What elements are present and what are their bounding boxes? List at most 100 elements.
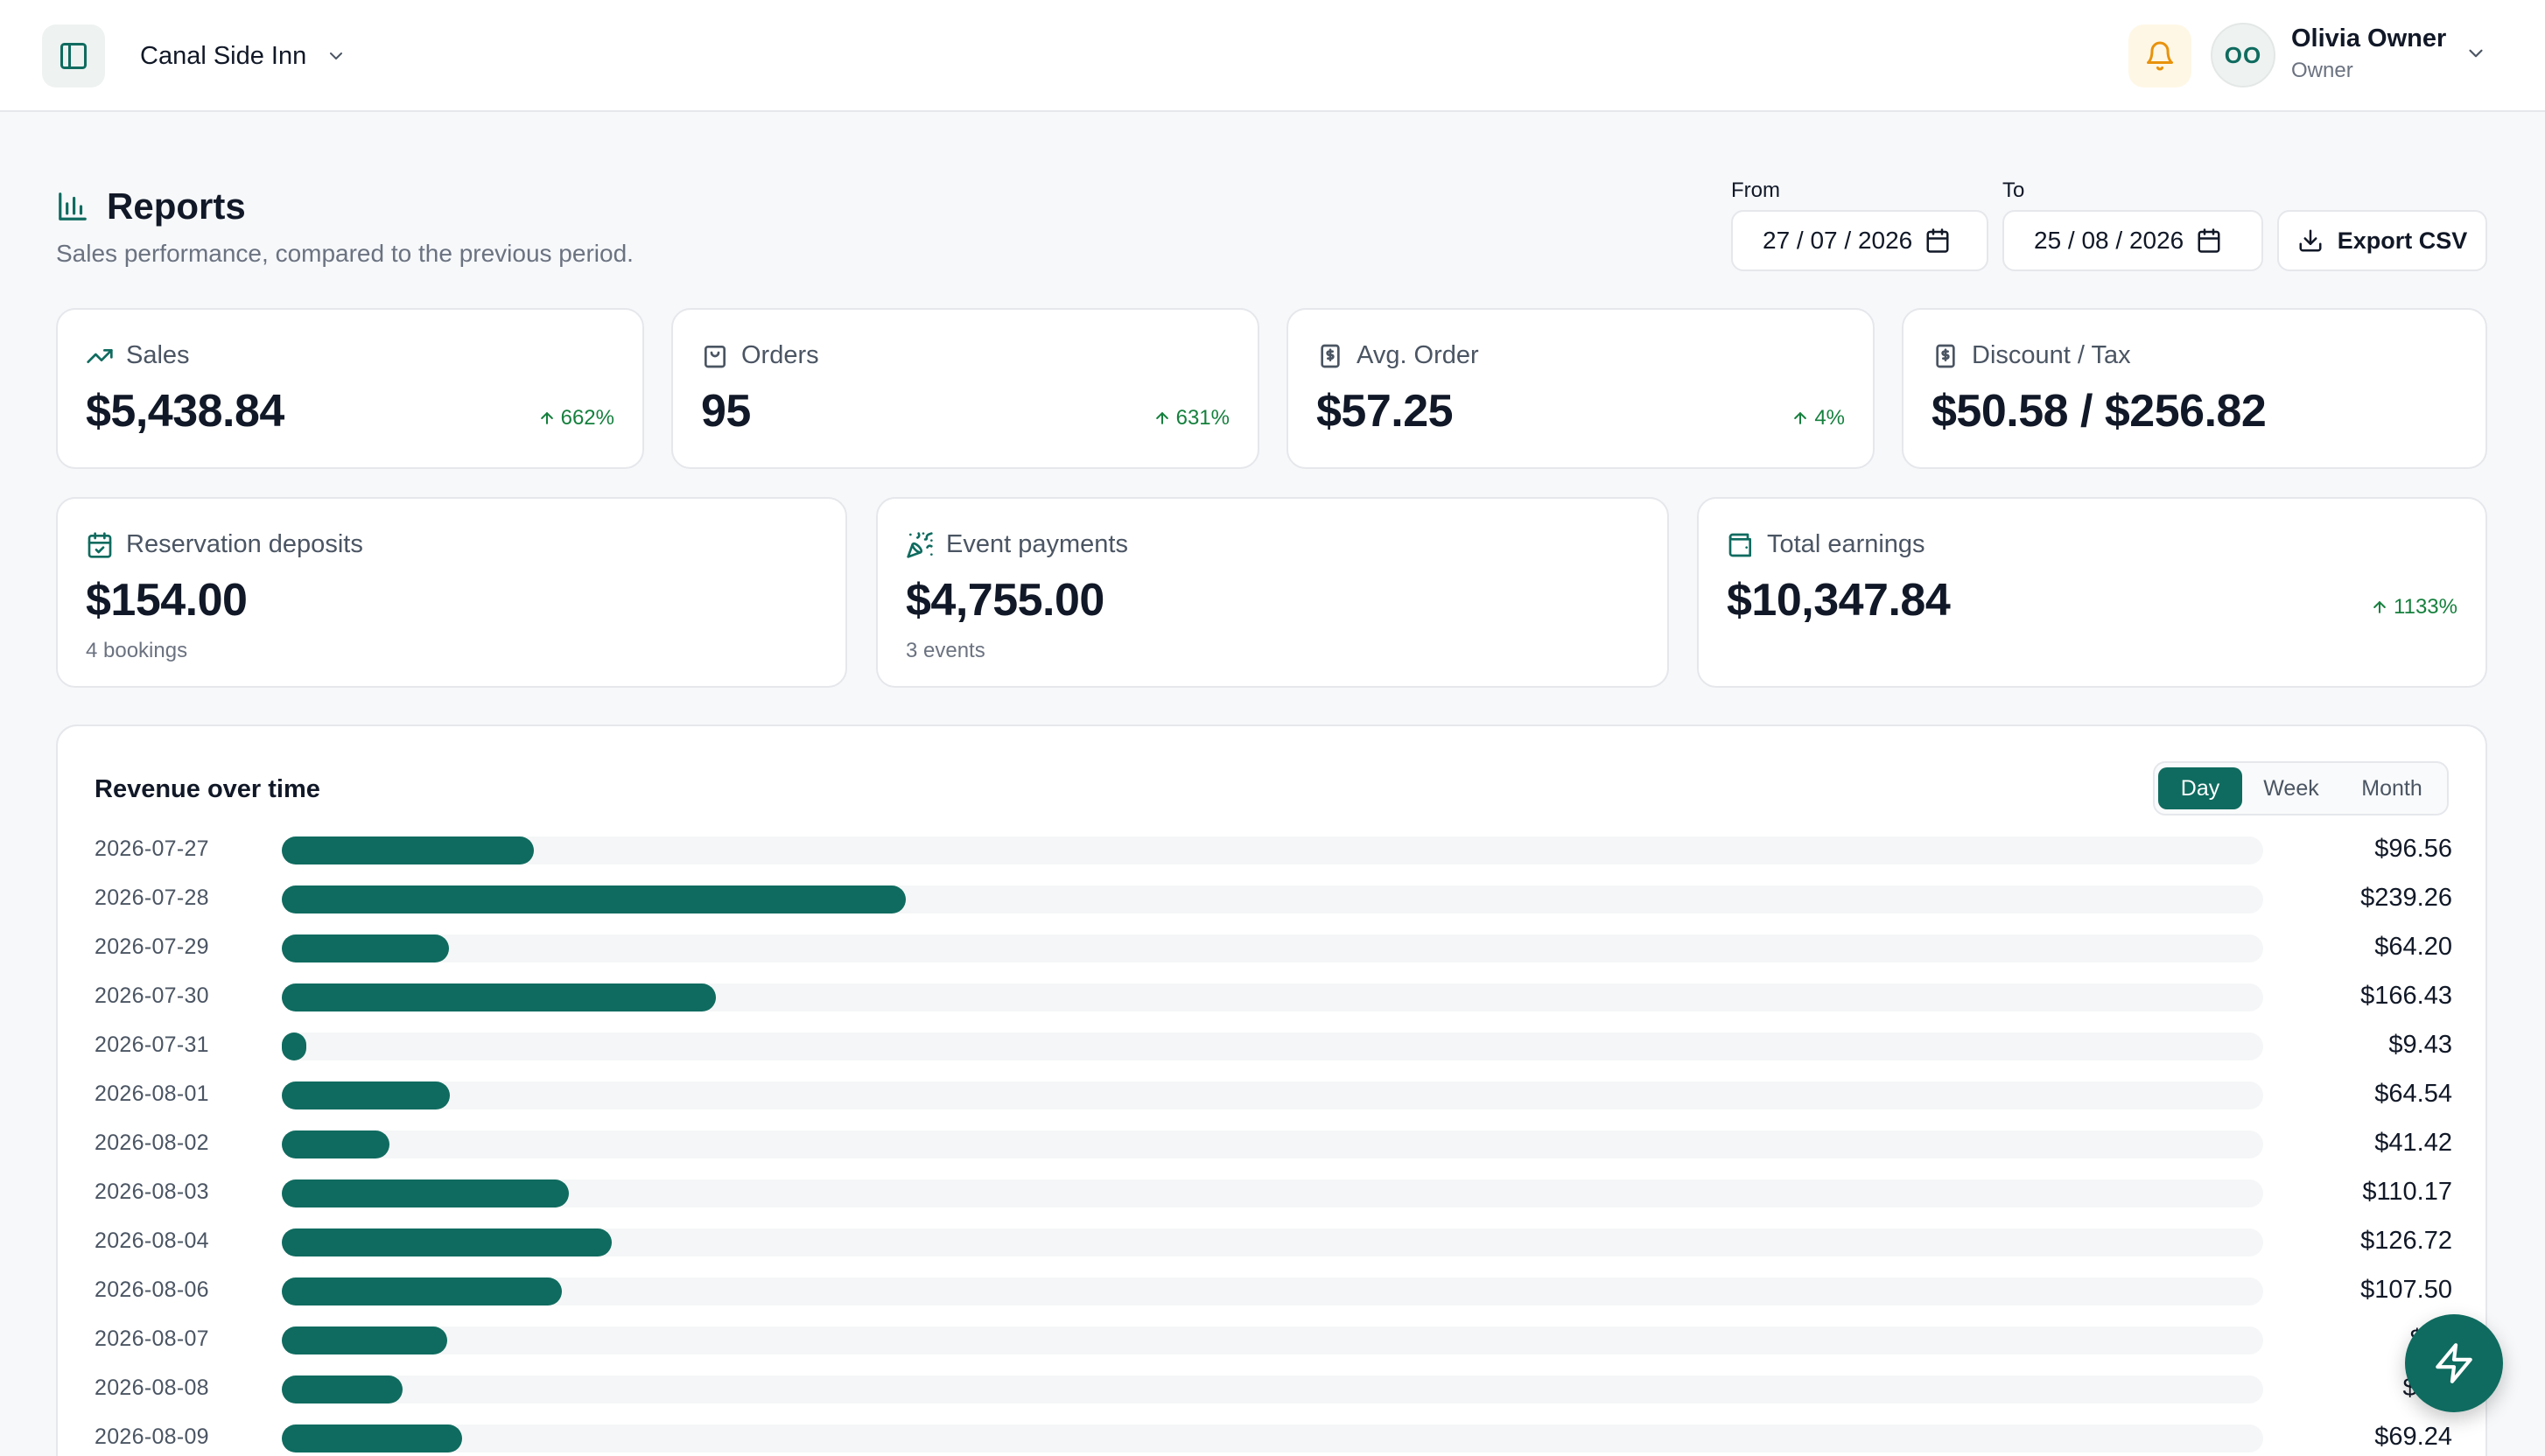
revenue-row-amount: $107.50 bbox=[2360, 1276, 2452, 1304]
revenue-row: 2026-08-02 $41.42 bbox=[95, 1125, 2452, 1160]
revenue-row-amount: $166.43 bbox=[2360, 982, 2452, 1010]
revenue-bar-track bbox=[282, 934, 2263, 962]
export-csv-label: Export CSV bbox=[2337, 227, 2468, 254]
receipt-icon bbox=[1936, 344, 1955, 368]
stat-label-row: Total earnings bbox=[1727, 530, 1925, 559]
stat-value: $4,755.00 bbox=[906, 575, 1104, 626]
quick-action-button[interactable] bbox=[2405, 1314, 2503, 1412]
revenue-row-amount: $9.43 bbox=[2388, 1031, 2452, 1059]
stat-delta: 662% bbox=[538, 406, 614, 430]
stat-label-row: Sales bbox=[86, 341, 190, 370]
revenue-row-amount: $110.17 bbox=[2362, 1178, 2452, 1206]
bell-icon bbox=[2147, 41, 2173, 71]
revenue-bar-track bbox=[282, 1376, 2263, 1404]
revenue-bar bbox=[282, 1424, 463, 1452]
revenue-bar bbox=[282, 1130, 390, 1158]
venue-name: Canal Side Inn bbox=[140, 41, 307, 70]
arrow-up-icon bbox=[1155, 412, 1168, 424]
stat-delta-value: 662% bbox=[560, 406, 614, 430]
tab-day[interactable]: Day bbox=[2158, 767, 2242, 809]
revenue-row: 2026-08-01 $64.54 bbox=[95, 1076, 2452, 1111]
stat-delta-value: 1133% bbox=[2394, 595, 2457, 619]
stat-subtext: 4 bookings bbox=[86, 639, 188, 662]
stat-label-row: Discount / Tax bbox=[1932, 341, 2131, 370]
to-date-value: 25 / 08 / 2026 bbox=[2034, 227, 2184, 254]
stat-delta-value: 631% bbox=[1175, 406, 1230, 430]
stat-label-row: Reservation deposits bbox=[86, 530, 363, 559]
stat-value: $5,438.84 bbox=[86, 386, 284, 437]
to-date-input[interactable]: 25 / 08 / 2026 bbox=[2002, 210, 2263, 271]
stat-card-orders: Orders 95 631% bbox=[671, 308, 1259, 469]
chevron-down-icon[interactable] bbox=[2464, 42, 2487, 65]
revenue-row-amount: $96.56 bbox=[2374, 835, 2452, 863]
export-csv-button[interactable]: Export CSV bbox=[2277, 210, 2487, 271]
stat-value: $154.00 bbox=[86, 575, 248, 626]
revenue-title: Revenue over time bbox=[95, 775, 320, 803]
revenue-bar bbox=[282, 836, 534, 864]
wallet-icon bbox=[1728, 533, 1751, 556]
stat-label-row: Event payments bbox=[906, 530, 1128, 559]
revenue-row-date: 2026-07-29 bbox=[95, 934, 209, 959]
venue-selector[interactable]: Canal Side Inn bbox=[140, 33, 347, 79]
user-menu[interactable]: Olivia Owner Owner bbox=[2291, 24, 2446, 83]
revenue-row-date: 2026-08-06 bbox=[95, 1278, 209, 1302]
revenue-row-date: 2026-07-30 bbox=[95, 984, 209, 1008]
page-title-text: Reports bbox=[107, 186, 246, 227]
sidebar-panel-icon bbox=[60, 43, 87, 69]
revenue-bar-track bbox=[282, 1424, 2263, 1452]
tab-month[interactable]: Month bbox=[2361, 775, 2422, 801]
revenue-bar bbox=[282, 934, 450, 962]
period-toggle: Day Week Month bbox=[2153, 761, 2449, 816]
revenue-bar bbox=[282, 1228, 613, 1256]
revenue-bar bbox=[282, 984, 716, 1012]
revenue-row: 2026-07-30 $166.43 bbox=[95, 978, 2452, 1013]
revenue-row-amount: $69.24 bbox=[2374, 1423, 2452, 1451]
stat-label: Discount / Tax bbox=[1972, 341, 2131, 369]
bar-chart-icon bbox=[59, 192, 87, 220]
revenue-row-amount: $64.54 bbox=[2374, 1080, 2452, 1108]
to-label: To bbox=[2002, 178, 2025, 202]
revenue-bar-track bbox=[282, 1082, 2263, 1110]
stat-card-total-earnings: Total earnings $10,347.84 1133% bbox=[1697, 497, 2487, 688]
stat-label: Orders bbox=[741, 341, 819, 369]
stat-card-sales: Sales $5,438.84 662% bbox=[56, 308, 644, 469]
lightning-icon bbox=[2436, 1343, 2472, 1383]
revenue-bar-track bbox=[282, 886, 2263, 914]
revenue-row: 2026-08-09 $69.24 bbox=[95, 1419, 2452, 1454]
user-name: Olivia Owner bbox=[2291, 24, 2447, 52]
revenue-row-date: 2026-08-02 bbox=[95, 1130, 209, 1155]
from-label: From bbox=[1731, 178, 1780, 202]
revenue-row: 2026-08-06 $107.50 bbox=[95, 1272, 2452, 1307]
revenue-row: 2026-07-29 $64.20 bbox=[95, 929, 2452, 964]
notifications-button[interactable] bbox=[2128, 24, 2191, 88]
page-subtitle: Sales performance, compared to the previ… bbox=[56, 240, 634, 267]
stat-subtext: 3 events bbox=[906, 639, 985, 662]
revenue-row-amount: $239.26 bbox=[2360, 884, 2452, 912]
stat-delta-value: 4% bbox=[1814, 406, 1845, 430]
revenue-row: 2026-07-27 $96.56 bbox=[95, 831, 2452, 866]
stat-card-avg-order: Avg. Order $57.25 4% bbox=[1287, 308, 1875, 469]
revenue-row-date: 2026-07-27 bbox=[95, 836, 209, 861]
stat-label: Event payments bbox=[946, 530, 1128, 558]
arrow-up-icon bbox=[540, 412, 553, 424]
from-date-input[interactable]: 27 / 07 / 2026 bbox=[1731, 210, 1988, 271]
revenue-bar bbox=[282, 1376, 403, 1404]
revenue-bar-track bbox=[282, 1180, 2263, 1208]
revenue-panel: Revenue over time Day Week Month 2026-07… bbox=[56, 724, 2487, 1456]
revenue-bar bbox=[282, 1082, 451, 1110]
stat-delta: 631% bbox=[1153, 406, 1230, 430]
sidebar-toggle-button[interactable] bbox=[42, 24, 105, 88]
avatar[interactable]: OO bbox=[2211, 23, 2275, 88]
tab-week[interactable]: Week bbox=[2263, 775, 2319, 801]
trending-up-icon bbox=[87, 348, 113, 363]
stat-value: 95 bbox=[701, 386, 751, 437]
calendar-icon[interactable] bbox=[2196, 228, 2222, 254]
stat-label-row: Orders bbox=[701, 341, 819, 370]
revenue-bar-track bbox=[282, 1278, 2263, 1306]
stat-label: Sales bbox=[126, 341, 190, 369]
calendar-icon[interactable] bbox=[1925, 228, 1951, 254]
revenue-row-amount: $126.72 bbox=[2360, 1227, 2452, 1255]
revenue-bar-track bbox=[282, 836, 2263, 864]
shopping-bag-icon bbox=[705, 345, 726, 368]
stat-label: Total earnings bbox=[1767, 530, 1925, 558]
